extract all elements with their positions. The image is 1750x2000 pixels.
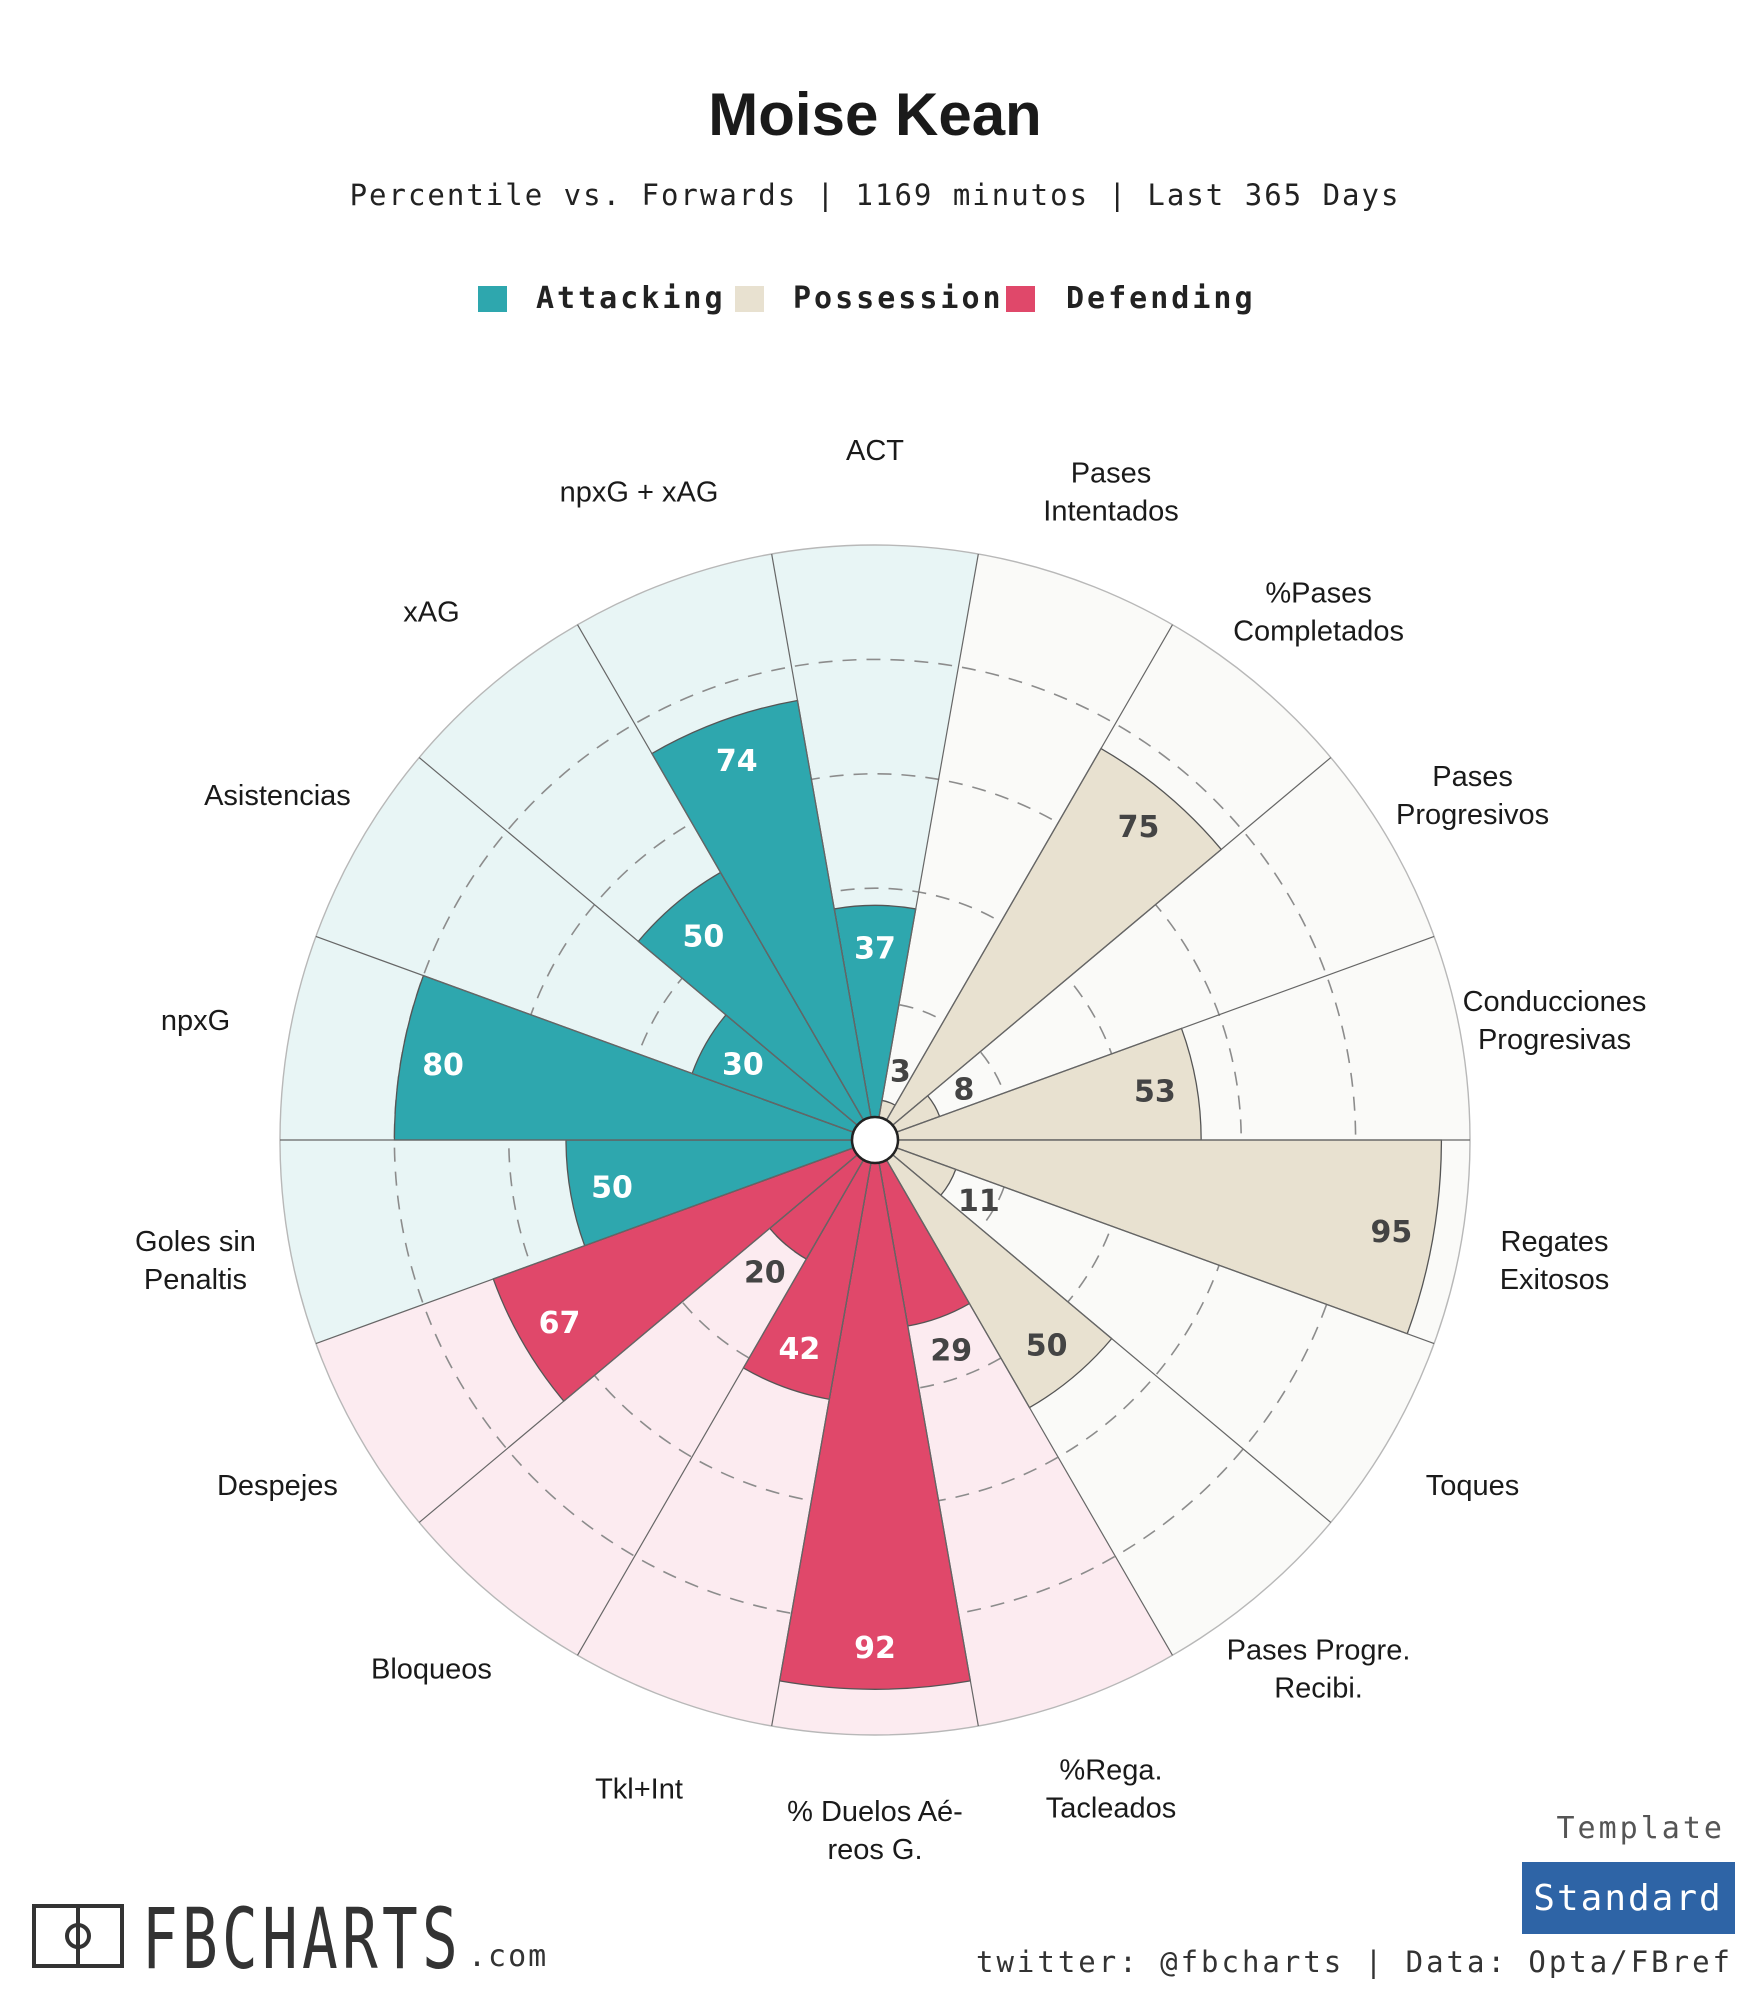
value-label: 42 bbox=[778, 1332, 820, 1367]
category-label: npxG + xAG bbox=[560, 477, 719, 509]
legend-swatch-defending bbox=[1006, 286, 1035, 312]
value-label: 53 bbox=[1134, 1075, 1176, 1110]
spoke bbox=[874, 624, 1174, 1141]
spoke bbox=[874, 935, 1435, 1141]
bg-sector bbox=[419, 1154, 864, 1656]
bg-sector bbox=[892, 1147, 1435, 1523]
value-label: 75 bbox=[1118, 810, 1160, 845]
spoke bbox=[576, 1139, 876, 1656]
logo-text: FBCHARTS bbox=[142, 1890, 462, 1988]
category-label: Toques bbox=[1426, 1470, 1520, 1502]
category-label: Despejes bbox=[217, 1470, 338, 1502]
category-label: Bloqueos bbox=[371, 1654, 492, 1686]
value-bars bbox=[393, 699, 1443, 1690]
value-label: 50 bbox=[1026, 1329, 1068, 1364]
template-label: Template bbox=[1557, 1811, 1726, 1846]
spoke bbox=[874, 757, 1332, 1141]
value-label: 50 bbox=[591, 1170, 633, 1205]
value-label: 95 bbox=[1371, 1215, 1413, 1250]
category-label: ACT bbox=[846, 435, 904, 467]
spoke bbox=[771, 553, 876, 1141]
category-label: xAG bbox=[403, 596, 459, 628]
template-value: Standard bbox=[1533, 1878, 1722, 1919]
category-label: Pases Progresivos bbox=[1396, 761, 1549, 831]
logo-suffix: .com bbox=[468, 1939, 548, 1974]
bg-sector bbox=[878, 554, 1173, 1121]
spoke bbox=[874, 553, 979, 1141]
value-label: 30 bbox=[722, 1048, 764, 1083]
value-label: 3 bbox=[890, 1054, 911, 1089]
legend-label-defending: Defending bbox=[1066, 281, 1256, 316]
spokes bbox=[280, 553, 1470, 1727]
value-labels: 37 3 75 8 53 95 11 50 29 92 42 20 67 50 80 30 50 74 bbox=[422, 744, 1412, 1666]
category-label: Goles sin Penaltis bbox=[135, 1226, 256, 1296]
spoke bbox=[418, 757, 876, 1141]
category-labels: ACT Pases Intentados %Pases Completados Pases… bbox=[135, 435, 1646, 1866]
legend: Attacking Possession Defending bbox=[478, 281, 1256, 316]
credits: twitter: @fbcharts | Data: Opta/FBref bbox=[976, 1945, 1733, 1979]
spoke bbox=[874, 1139, 1332, 1523]
chart-subtitle: Percentile vs. Forwards | 1169 minutos |… bbox=[350, 178, 1401, 212]
spoke bbox=[874, 1139, 1174, 1656]
legend-label-attacking: Attacking bbox=[536, 281, 726, 316]
category-label: Conducciones Progresivas bbox=[1463, 986, 1647, 1056]
category-label: Tkl+Int bbox=[595, 1773, 683, 1805]
category-label: Regates Exitosos bbox=[1500, 1226, 1610, 1296]
value-label: 67 bbox=[539, 1306, 581, 1341]
spoke bbox=[315, 935, 876, 1141]
spoke bbox=[874, 1139, 1435, 1345]
spoke bbox=[576, 624, 876, 1141]
bg-sector bbox=[771, 545, 979, 1118]
value-label: 29 bbox=[930, 1333, 972, 1368]
category-label: Pases Intentados bbox=[1043, 458, 1178, 528]
category-label: %Rega. Tacleados bbox=[1046, 1754, 1177, 1824]
legend-swatch-attacking bbox=[478, 286, 507, 312]
value-label: 37 bbox=[854, 931, 896, 966]
category-label: %Pases Completados bbox=[1233, 577, 1404, 647]
chart-title: Moise Kean bbox=[708, 81, 1041, 148]
value-label: 50 bbox=[683, 919, 725, 954]
value-label: 11 bbox=[958, 1184, 1000, 1219]
category-label: % Duelos Aé-reos G. bbox=[787, 1796, 963, 1866]
value-label: 8 bbox=[954, 1073, 975, 1108]
category-label: Pases Progre. Recibi. bbox=[1227, 1635, 1411, 1705]
spoke bbox=[771, 1139, 876, 1727]
spoke bbox=[874, 1139, 979, 1727]
value-label: 92 bbox=[854, 1631, 896, 1666]
value-label: 80 bbox=[422, 1048, 464, 1083]
legend-label-possession: Possession bbox=[793, 281, 1004, 316]
value-label: 20 bbox=[744, 1255, 786, 1290]
category-label: Asistencias bbox=[204, 780, 351, 812]
value-label: 74 bbox=[716, 744, 758, 779]
pitch-icon bbox=[32, 1904, 124, 1968]
fbcharts-logo: FBCHARTS .com bbox=[32, 1890, 548, 1988]
center-hole bbox=[850, 1115, 900, 1165]
spoke bbox=[418, 1139, 876, 1523]
spoke bbox=[315, 1139, 876, 1345]
template-badge bbox=[1522, 1862, 1735, 1934]
bg-sector bbox=[892, 757, 1435, 1133]
category-label: npxG bbox=[161, 1005, 230, 1037]
legend-swatch-possession bbox=[735, 286, 764, 312]
